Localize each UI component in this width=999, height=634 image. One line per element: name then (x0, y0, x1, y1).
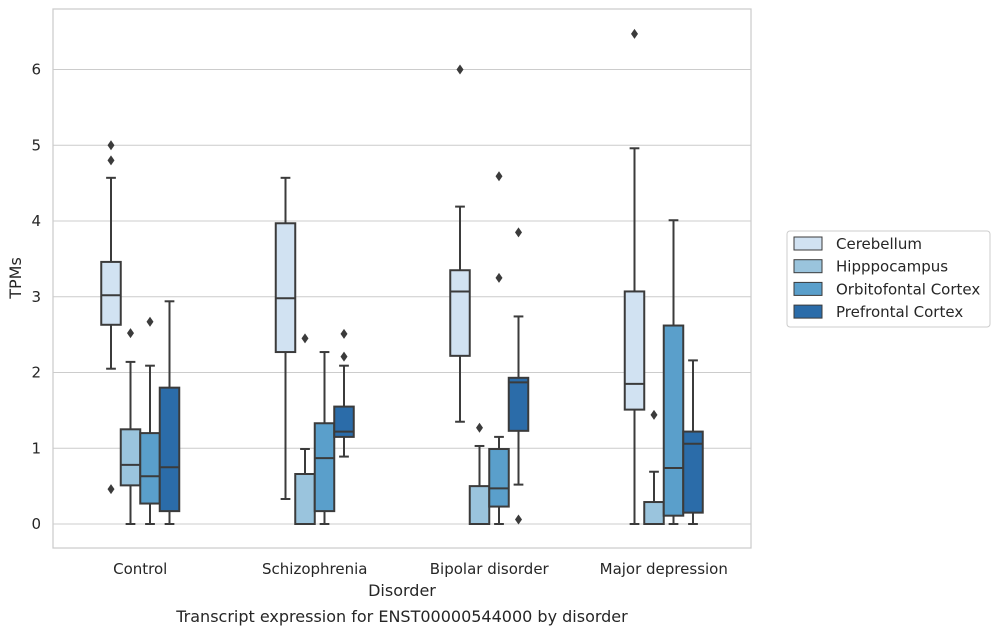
box-group (623, 28, 704, 526)
outlier-point (650, 409, 658, 420)
outlier-point (476, 422, 483, 433)
box-group (100, 140, 181, 525)
outlier-point (301, 333, 309, 344)
outlier-point (515, 514, 522, 525)
box-orbitofontal-cortex (488, 448, 510, 508)
y-tick-labels: 0 1 2 3 4 5 6 (31, 61, 41, 534)
y-tick-label: 3 (31, 288, 41, 306)
box-orbitofontal-cortex (662, 324, 685, 517)
legend-label: Orbitofontal Cortex (836, 280, 980, 298)
x-tick-label: Major depression (600, 560, 728, 578)
legend-swatch (793, 304, 823, 319)
outlier-point (515, 227, 522, 238)
box-group (449, 64, 530, 525)
box-orbitofontal-cortex (313, 422, 336, 513)
plot-frame (52, 8, 752, 549)
box-hipppocampus (294, 473, 316, 526)
x-axis-label: Disorder (368, 581, 436, 600)
y-tick-label: 5 (31, 136, 41, 154)
outlier-point (340, 351, 348, 362)
box-prefrontal-cortex (507, 376, 530, 432)
box-hipppocampus (643, 501, 665, 526)
outlier-point (495, 272, 503, 283)
box-groups (100, 28, 704, 526)
box-prefrontal-cortex (682, 430, 704, 514)
y-tick-label: 0 (31, 515, 41, 533)
legend-frame (786, 230, 991, 328)
box-group (274, 176, 355, 526)
legend: Cerebellum Hipppocampus Orbitofontal Corte… (786, 230, 991, 328)
box-cerebellum (274, 222, 297, 354)
x-tick-label: Bipolar disorder (430, 560, 550, 578)
box-cerebellum (449, 269, 471, 357)
y-tick-label: 4 (31, 212, 41, 230)
x-tick-label: Schizophrenia (262, 560, 367, 578)
legend-swatch (793, 281, 823, 296)
y-axis-label: TPMs (6, 257, 25, 300)
x-tick-label: Control (113, 560, 167, 578)
outlier-point (107, 140, 115, 151)
box-cerebellum (623, 290, 646, 411)
box-prefrontal-cortex (158, 386, 181, 513)
outlier-point (107, 155, 115, 166)
legend-label: Prefrontal Cortex (836, 303, 963, 321)
outlier-point (107, 484, 115, 495)
box-hipppocampus (119, 428, 142, 487)
y-tick-label: 2 (31, 364, 41, 382)
x-tick-labels: Control Schizophrenia Bipolar disorder Majo… (113, 560, 728, 578)
outlier-point (340, 328, 348, 339)
outlier-point (495, 171, 503, 182)
outlier-point (631, 28, 638, 39)
box-hipppocampus (468, 485, 491, 525)
y-tick-label: 1 (31, 439, 41, 457)
y-tick-label: 6 (31, 61, 41, 79)
outlier-point (456, 64, 464, 75)
outlier-point (127, 328, 134, 339)
box-prefrontal-cortex (333, 405, 355, 438)
outlier-point (146, 316, 154, 327)
legend-label: Cerebellum (836, 235, 922, 253)
box-cerebellum (100, 260, 122, 326)
legend-label: Hipppocampus (836, 258, 948, 276)
box-orbitofontal-cortex (139, 432, 161, 505)
chart-caption: Transcript expression for ENST0000054400… (175, 607, 628, 626)
legend-swatch (793, 236, 823, 251)
legend-swatch (793, 259, 823, 274)
